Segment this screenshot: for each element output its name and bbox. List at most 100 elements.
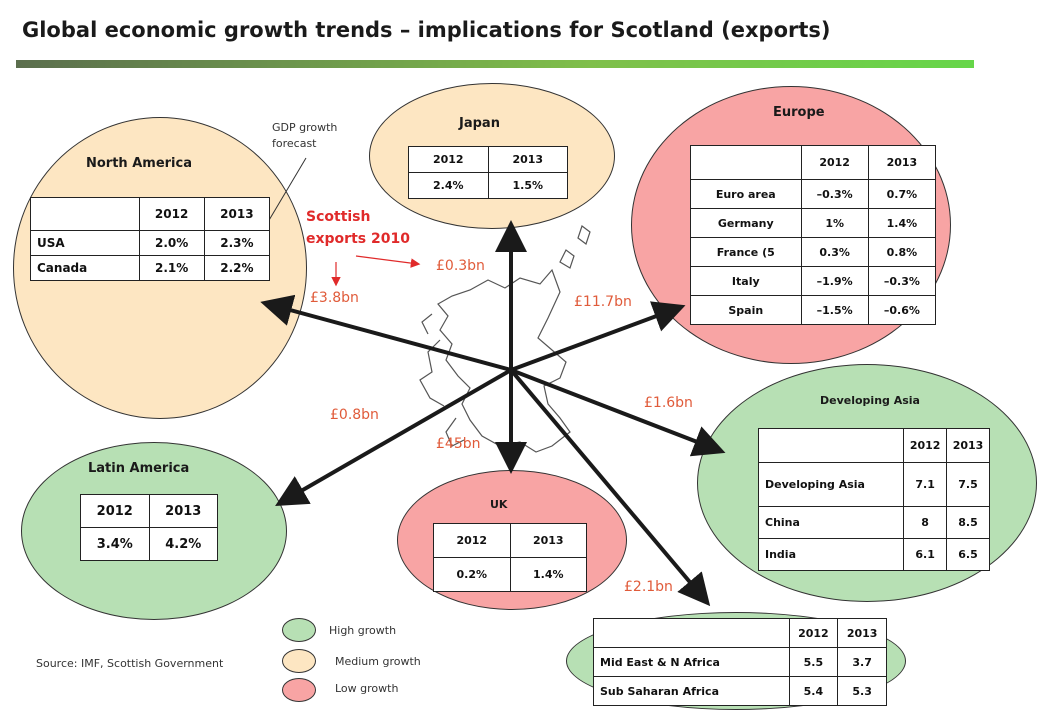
mena-ssa-table: 2012 2013 Mid East & N Africa 5.5 3.7 Su… [593, 618, 887, 706]
annotation-line: exports 2010 [306, 231, 410, 247]
table-cell: 3.4% [80, 527, 150, 561]
north-america-table: 2012 2013 USA 2.0% 2.3% Canada 2.1% 2.2% [30, 197, 271, 281]
latin-america-circle [21, 442, 287, 620]
export-amount-developing-asia: £1.6bn [644, 395, 693, 411]
table-cell: 3.7 [837, 647, 887, 677]
table-header-cell: 2013 [837, 618, 887, 648]
table-cell: 2.0% [138, 230, 205, 256]
table-row: China 8 8.5 [757, 506, 990, 539]
table-cell: 6.5 [946, 538, 990, 571]
latin-america-table: 2012 2013 3.4% 4.2% [80, 494, 218, 561]
uk-table: 2012 2013 0.2% 1.4% [433, 523, 587, 592]
table-cell: Mid East & N Africa [593, 647, 790, 677]
table-row: USA 2.0% 2.3% [30, 230, 271, 256]
legend-label-high: High growth [329, 624, 397, 637]
table-cell: 6.1 [903, 538, 948, 571]
table-cell: 2.2% [203, 255, 271, 281]
table-cell: 4.2% [148, 527, 218, 561]
table-header-cell: 2012 [138, 197, 205, 231]
table-cell: USA [30, 230, 140, 256]
table-cell: –0.6% [867, 295, 937, 325]
annotation-pointers [331, 255, 421, 287]
japan-label: Japan [459, 116, 500, 131]
table-cell: Sub Saharan Africa [593, 676, 790, 706]
export-amount-europe: £11.7bn [574, 294, 632, 310]
table-header-cell [757, 428, 905, 463]
table-cell: Developing Asia [757, 462, 905, 507]
export-amount-north-america: £3.8bn [310, 290, 359, 306]
table-cell: 2.4% [408, 172, 489, 199]
export-amount-mena-ssa: £2.1bn [624, 579, 673, 595]
table-cell: 8 [903, 506, 948, 539]
annotation-line: Scottish [306, 209, 371, 225]
table-header-cell: 2012 [788, 618, 839, 648]
table-cell: 5.3 [837, 676, 887, 706]
table-cell: 0.2% [433, 557, 511, 592]
table-cell: 8.5 [946, 506, 990, 539]
table-cell: 1.5% [487, 172, 568, 199]
table-cell: –1.5% [800, 295, 869, 325]
table-cell: 7.5 [946, 462, 990, 507]
table-cell: 2.3% [203, 230, 271, 256]
table-row: 2.4% 1.5% [408, 172, 568, 199]
table-row: India 6.1 6.5 [757, 538, 990, 571]
table-row: 0.2% 1.4% [433, 557, 587, 592]
table-cell: 0.7% [867, 179, 937, 209]
title-underline-bar [16, 60, 974, 68]
table-row: Mid East & N Africa 5.5 3.7 [593, 647, 887, 677]
table-cell: –1.9% [800, 266, 869, 296]
table-header-cell: 2013 [487, 146, 568, 173]
table-cell: 1% [800, 208, 869, 238]
export-amount-uk: £45bn [436, 436, 481, 452]
table-header-cell: 2012 [408, 146, 489, 173]
table-header-cell: 2012 [800, 145, 869, 180]
latin-america-label: Latin America [88, 461, 190, 476]
export-amount-latin-america: £0.8bn [330, 407, 379, 423]
table-header-cell: 2013 [867, 145, 937, 180]
table-cell: Italy [690, 266, 802, 296]
legend-label-low: Low growth [335, 682, 399, 695]
table-header-cell: 2012 [433, 523, 511, 558]
legend-swatch-medium [282, 649, 316, 673]
europe-table: 2012 2013 Euro area –0.3% 0.7% Germany 1… [690, 145, 937, 325]
table-row: Italy –1.9% –0.3% [690, 266, 937, 296]
north-america-label: North America [86, 156, 192, 171]
table-cell: –0.3% [867, 266, 937, 296]
table-row: 3.4% 4.2% [80, 527, 218, 561]
table-cell: China [757, 506, 905, 539]
table-cell: 1.4% [509, 557, 587, 592]
table-cell: –0.3% [800, 179, 869, 209]
table-row: Euro area –0.3% 0.7% [690, 179, 937, 209]
table-header-cell: 2013 [509, 523, 587, 558]
table-header-cell: 2013 [203, 197, 271, 231]
annotation-line: GDP growth [272, 121, 338, 134]
table-cell: 0.8% [867, 237, 937, 267]
table-cell: France (5 [690, 237, 802, 267]
table-cell: 5.5 [788, 647, 839, 677]
table-header-cell [30, 197, 140, 231]
uk-label: UK [490, 498, 508, 511]
europe-label: Europe [773, 105, 825, 120]
table-header-cell: 2012 [80, 494, 150, 528]
table-row: Developing Asia 7.1 7.5 [757, 462, 990, 507]
table-header-cell: 2013 [148, 494, 218, 528]
table-row: Germany 1% 1.4% [690, 208, 937, 238]
table-row: Sub Saharan Africa 5.4 5.3 [593, 676, 887, 706]
developing-asia-label: Developing Asia [820, 394, 920, 407]
table-cell: 7.1 [903, 462, 948, 507]
table-row: Canada 2.1% 2.2% [30, 255, 271, 281]
table-cell: 1.4% [867, 208, 937, 238]
table-header-cell [690, 145, 802, 180]
developing-asia-table: 2012 2013 Developing Asia 7.1 7.5 China … [757, 428, 990, 571]
table-cell: Germany [690, 208, 802, 238]
export-amount-japan: £0.3bn [436, 258, 485, 274]
export-arrows [260, 220, 726, 607]
japan-table: 2012 2013 2.4% 1.5% [408, 146, 568, 199]
table-cell: 0.3% [800, 237, 869, 267]
table-cell: India [757, 538, 905, 571]
gdp-forecast-annotation: GDP growth forecast [272, 120, 337, 152]
table-header-cell: 2013 [946, 428, 990, 463]
page-title: Global economic growth trends – implicat… [22, 18, 831, 42]
table-header-cell: 2012 [903, 428, 948, 463]
